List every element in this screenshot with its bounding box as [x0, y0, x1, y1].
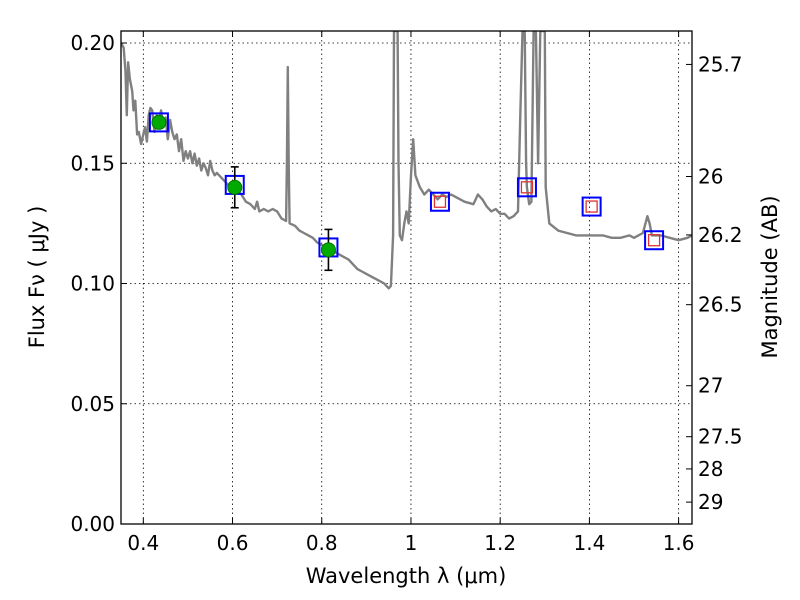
y-tick-label: 0.10	[70, 272, 115, 296]
upper-limit-marker	[520, 181, 534, 194]
mag-tick-label: 28	[698, 457, 723, 481]
observed-photometry-marker	[227, 179, 243, 195]
mag-tick-label: 27.5	[698, 425, 743, 449]
model-photometry-marker	[644, 230, 665, 251]
x-axis-label: Wavelength λ (μm)	[306, 564, 507, 588]
y-tick-label: 0.05	[70, 392, 115, 416]
mag-tick-label: 26.5	[698, 293, 743, 317]
upper-limit-marker	[585, 200, 598, 213]
x-tick-label: 1.6	[663, 531, 695, 555]
plot-area	[121, 31, 692, 290]
y-tick-label: 0.15	[70, 151, 115, 175]
model-photometry-marker	[516, 177, 537, 198]
y-tick-label: 0.00	[70, 512, 115, 536]
y-axis-label: Flux Fν ( μJy )	[25, 206, 49, 349]
model-photometry-marker	[148, 112, 169, 133]
spectrum-line	[121, 31, 692, 290]
mag-tick-label: 26	[698, 164, 723, 188]
upper-limit-marker	[433, 195, 447, 208]
axis-ticks: 0.4 0.6 0.8 1 1.2 1.4 1.6 0.00 0.05 0.10 0.15 0.20 2…	[70, 31, 743, 555]
mag-tick-label: 26.2	[698, 223, 743, 247]
upper-limit-marker	[647, 234, 661, 247]
x-tick-label: 1.4	[573, 531, 605, 555]
plot-frame	[120, 30, 693, 525]
y2-axis-label: Magnitude (AB)	[758, 195, 782, 358]
x-tick-label: 0.8	[306, 531, 338, 555]
x-tick-label: 1.2	[484, 531, 516, 555]
observed-photometry-marker	[151, 114, 167, 130]
model-photometry-marker	[429, 191, 450, 212]
mag-tick-label: 29	[698, 490, 723, 514]
y-tick-label: 0.20	[70, 31, 115, 55]
observed-photometry-marker	[320, 242, 336, 258]
mag-tick-label: 25.7	[698, 52, 743, 76]
grid-lines	[121, 31, 692, 525]
x-tick-label: 0.4	[127, 531, 159, 555]
mag-tick-label: 27	[698, 374, 723, 398]
model-photometry-marker	[581, 196, 602, 217]
x-tick-label: 1	[405, 531, 418, 555]
x-tick-label: 0.6	[217, 531, 249, 555]
